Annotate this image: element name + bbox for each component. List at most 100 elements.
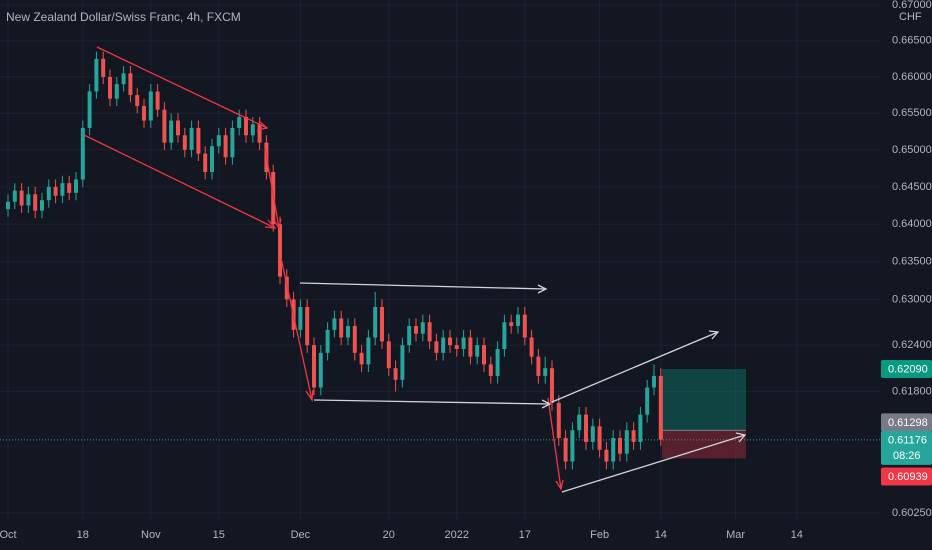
range-bottom — [313, 399, 552, 409]
price-badge-label: 0.61298 — [888, 417, 928, 429]
x-tick-label: Mar — [726, 529, 745, 541]
candle-body — [148, 91, 153, 121]
candle-body — [618, 438, 622, 454]
candle-body — [325, 329, 330, 353]
candle-body — [46, 186, 51, 201]
candle-body — [434, 341, 439, 353]
candle-body — [584, 414, 588, 442]
channel-lower — [83, 134, 277, 229]
y-tick-label: 0.65500 — [892, 107, 932, 119]
candle-body — [80, 127, 85, 180]
candle-body — [590, 426, 595, 442]
y-tick-label: 0.64000 — [892, 218, 932, 230]
channel-lower — [561, 432, 747, 493]
y-tick-label: 0.64500 — [892, 181, 932, 193]
candle-body — [400, 345, 405, 380]
x-tick-label: 18 — [77, 529, 89, 541]
candle-body — [237, 116, 242, 128]
candle-body — [645, 387, 650, 415]
x-tick-label: Dec — [291, 529, 311, 541]
candle-body — [250, 124, 255, 136]
x-tick-label: 2022 — [445, 529, 469, 541]
y-tick-label: 0.66000 — [892, 71, 932, 83]
x-tick-label: Feb — [590, 529, 609, 541]
candle-body — [454, 345, 459, 349]
y-tick-label: 0.60250 — [892, 507, 932, 519]
candle-body — [461, 337, 466, 349]
candle-body — [502, 322, 507, 349]
y-tick-label: 0.63500 — [892, 255, 932, 267]
candle-body — [12, 190, 17, 202]
chart-title: New Zealand Dollar/Swiss Franc, 4h, FXCM — [6, 10, 241, 24]
candle-body — [155, 91, 160, 110]
candle-body — [529, 337, 534, 357]
candle-body — [176, 120, 180, 136]
candle-body — [305, 306, 310, 346]
candle-body — [427, 322, 432, 342]
candle-body — [108, 76, 112, 99]
candle-body — [210, 146, 214, 173]
loss-zone — [662, 430, 746, 459]
x-tick-label: 17 — [519, 529, 531, 541]
candle-body — [522, 314, 527, 338]
candle-body — [94, 58, 99, 92]
x-tick-label: Nov — [141, 529, 161, 541]
candles — [6, 51, 663, 470]
candle-body — [162, 109, 167, 143]
candle-body — [101, 58, 106, 77]
candle-body — [67, 183, 72, 193]
candle-body — [488, 364, 493, 376]
candle-body — [366, 337, 371, 365]
x-tick-label: Oct — [0, 529, 17, 541]
candle-body — [74, 179, 78, 193]
candle-body — [475, 345, 480, 357]
candle-body — [230, 127, 235, 158]
candle-body — [26, 194, 31, 206]
countdown-label: 08:26 — [893, 450, 921, 462]
unit-label: CHF — [899, 11, 922, 23]
range-top — [299, 282, 548, 294]
candle-body — [128, 73, 133, 96]
candle-body — [189, 127, 194, 150]
candle-body — [352, 326, 357, 353]
red-trendlines — [83, 46, 564, 491]
candle-body — [597, 426, 602, 450]
candle-body — [278, 224, 282, 277]
candle-body — [543, 368, 548, 376]
position-tool — [662, 368, 746, 459]
candle-body — [631, 430, 636, 442]
candle-body — [196, 127, 201, 154]
candle-body — [87, 91, 92, 128]
candle-body — [414, 326, 418, 334]
candle-body — [121, 73, 126, 85]
candle-body — [203, 153, 208, 173]
candle-body — [386, 341, 391, 369]
y-tick-label: 0.66500 — [892, 35, 932, 47]
candle-body — [407, 326, 412, 346]
candle-body — [658, 375, 663, 440]
candle-body — [182, 135, 187, 150]
time-axis — [0, 522, 880, 550]
candle-body — [40, 200, 44, 211]
candle-body — [380, 306, 384, 342]
candle-body — [441, 337, 446, 353]
candle-body — [509, 322, 514, 327]
candle-body — [346, 326, 350, 338]
candle-body — [495, 348, 500, 376]
candle-body — [448, 337, 452, 346]
candle-body — [53, 186, 58, 196]
candle-body — [577, 414, 582, 431]
price-badge — [881, 430, 932, 465]
x-tick-label: 20 — [383, 529, 395, 541]
candle-body — [482, 345, 486, 365]
candle-body — [318, 352, 323, 388]
candle-body — [60, 183, 65, 196]
y-tick-label: 0.65000 — [892, 144, 932, 156]
price-badge — [881, 359, 932, 378]
candle-body — [312, 345, 316, 388]
y-tick-label: 0.61800 — [892, 385, 932, 397]
price-badge-label: 0.60939 — [888, 471, 928, 483]
candle-body — [19, 190, 24, 206]
